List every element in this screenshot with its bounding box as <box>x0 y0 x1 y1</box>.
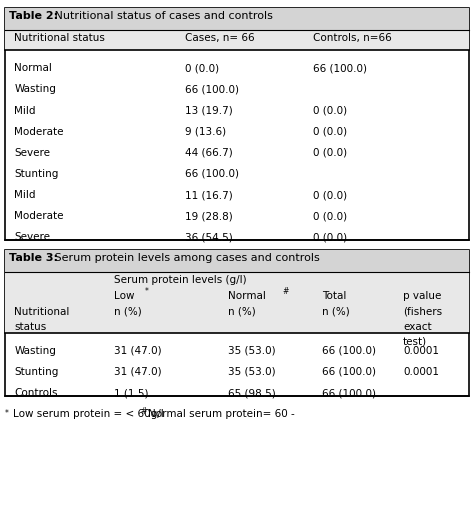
Bar <box>5 272 469 333</box>
Text: 0 (0.0): 0 (0.0) <box>313 232 347 242</box>
Text: p value: p value <box>403 291 441 301</box>
Text: 19 (28.8): 19 (28.8) <box>185 211 233 221</box>
Bar <box>5 8 469 30</box>
Text: 66 (100.0): 66 (100.0) <box>322 346 376 356</box>
Text: 65 (98.5): 65 (98.5) <box>228 388 275 398</box>
Text: n (%): n (%) <box>228 307 255 317</box>
Text: Total: Total <box>322 291 346 301</box>
Text: 0.0001: 0.0001 <box>403 346 439 356</box>
Text: (fishers: (fishers <box>403 307 442 317</box>
Text: status: status <box>14 322 46 332</box>
Text: Normal: Normal <box>228 291 265 301</box>
Text: 0.0001: 0.0001 <box>403 367 439 377</box>
Text: Nutritional status: Nutritional status <box>14 33 105 43</box>
Text: *: * <box>5 409 9 418</box>
Text: Serum protein levels (g/l): Serum protein levels (g/l) <box>114 275 246 285</box>
Text: 0 (0.0): 0 (0.0) <box>313 148 347 158</box>
Text: #: # <box>282 287 288 296</box>
Text: Moderate: Moderate <box>14 127 64 137</box>
Text: test): test) <box>403 336 427 346</box>
Text: 0 (0.0): 0 (0.0) <box>185 63 219 73</box>
Text: Wasting: Wasting <box>14 84 56 95</box>
Text: 35 (53.0): 35 (53.0) <box>228 346 275 356</box>
Text: Nutritional: Nutritional <box>14 307 70 317</box>
Text: Low serum protein = < 60g/l: Low serum protein = < 60g/l <box>13 409 164 419</box>
Text: Stunting: Stunting <box>14 169 59 179</box>
Text: Mild: Mild <box>14 106 36 116</box>
Bar <box>5 250 469 272</box>
Bar <box>5 30 469 50</box>
Text: Controls, n=66: Controls, n=66 <box>313 33 392 43</box>
Text: 66 (100.0): 66 (100.0) <box>322 388 376 398</box>
Text: Stunting: Stunting <box>14 367 59 377</box>
Text: 36 (54.5): 36 (54.5) <box>185 232 233 242</box>
Text: n (%): n (%) <box>114 307 142 317</box>
Text: Mild: Mild <box>14 190 36 200</box>
Text: 66 (100.0): 66 (100.0) <box>185 84 239 95</box>
Text: Severe: Severe <box>14 232 50 242</box>
Text: 31 (47.0): 31 (47.0) <box>114 346 161 356</box>
Text: #: # <box>140 407 146 416</box>
Text: Moderate: Moderate <box>14 211 64 221</box>
Text: 44 (66.7): 44 (66.7) <box>185 148 233 158</box>
Text: Nutritional status of cases and controls: Nutritional status of cases and controls <box>51 11 273 21</box>
Text: 66 (100.0): 66 (100.0) <box>185 169 239 179</box>
Text: Severe: Severe <box>14 148 50 158</box>
Text: 9 (13.6): 9 (13.6) <box>185 127 226 137</box>
Text: 1 (1.5): 1 (1.5) <box>114 388 148 398</box>
Text: exact: exact <box>403 322 431 332</box>
Text: Table 3:: Table 3: <box>9 253 58 263</box>
Bar <box>5 8 469 240</box>
Text: 0 (0.0): 0 (0.0) <box>313 127 347 137</box>
Text: Cases, n= 66: Cases, n= 66 <box>185 33 255 43</box>
Text: Normal serum protein= 60 -: Normal serum protein= 60 - <box>148 409 295 419</box>
Text: 13 (19.7): 13 (19.7) <box>185 106 233 116</box>
Text: Low: Low <box>114 291 134 301</box>
Bar <box>5 250 469 396</box>
Text: 11 (16.7): 11 (16.7) <box>185 190 233 200</box>
Text: Normal: Normal <box>14 63 52 73</box>
Text: Serum protein levels among cases and controls: Serum protein levels among cases and con… <box>51 253 319 263</box>
Text: 35 (53.0): 35 (53.0) <box>228 367 275 377</box>
Text: Controls: Controls <box>14 388 58 398</box>
Text: *: * <box>145 287 148 296</box>
Text: Table 2:: Table 2: <box>9 11 59 21</box>
Text: Wasting: Wasting <box>14 346 56 356</box>
Text: 31 (47.0): 31 (47.0) <box>114 367 161 377</box>
Text: 0 (0.0): 0 (0.0) <box>313 190 347 200</box>
Text: n (%): n (%) <box>322 307 350 317</box>
Text: 0 (0.0): 0 (0.0) <box>313 106 347 116</box>
Text: 0 (0.0): 0 (0.0) <box>313 211 347 221</box>
Text: 66 (100.0): 66 (100.0) <box>322 367 376 377</box>
Text: 66 (100.0): 66 (100.0) <box>313 63 367 73</box>
